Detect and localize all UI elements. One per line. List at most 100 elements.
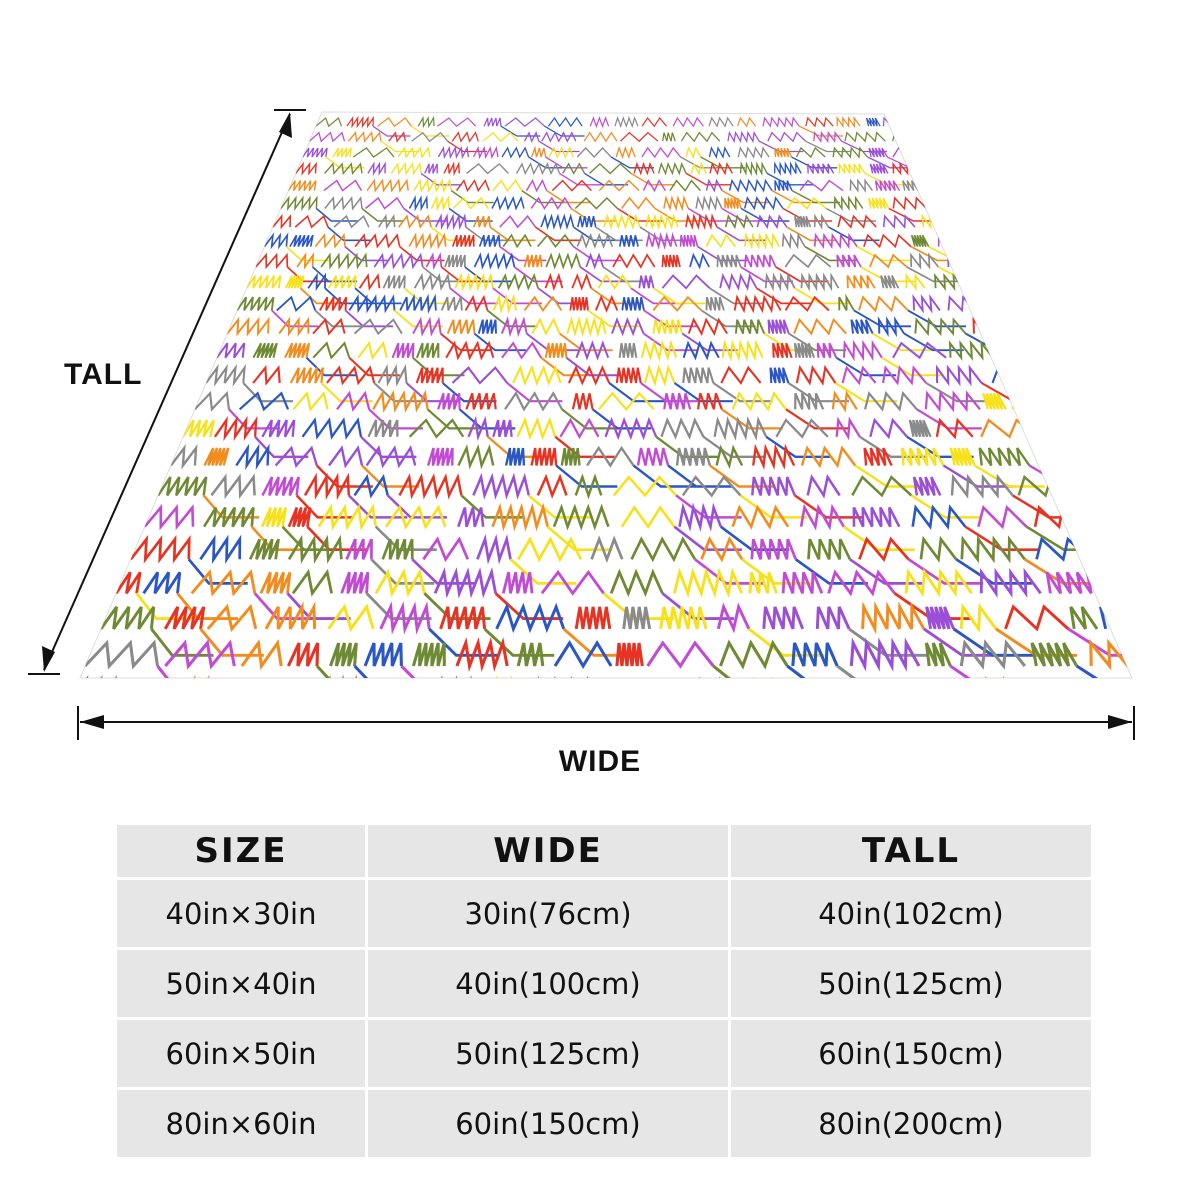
pattern-zigzag [285,681,311,705]
pattern-zigzag [791,642,839,667]
pattern-zigzag [882,365,927,386]
pattern-zigzag [560,447,581,466]
pattern-connector [361,207,404,222]
pattern-zigzag [869,253,908,269]
pattern-connector [906,266,962,283]
pattern-zigzag [562,162,586,175]
pattern-zigzag [762,606,805,630]
pattern-zigzag [353,318,403,336]
pattern-zigzag [597,273,632,290]
pattern-zigzag [583,131,618,143]
pattern-zigzag [911,504,967,530]
pattern-zigzag [388,131,407,143]
pattern-zigzag [1038,445,1092,469]
pattern-zigzag [589,116,610,128]
pattern-connector [579,266,630,283]
pattern-zigzag [880,275,900,289]
pattern-connector [372,125,411,137]
pattern-zigzag [799,179,844,192]
pattern-zigzag [719,272,758,291]
pattern-zigzag [523,254,543,268]
pattern-zigzag [772,342,793,359]
pattern-connector [825,207,877,222]
pattern-connector [927,705,1012,734]
pattern-connector [739,494,808,519]
pattern-zigzag [295,161,317,176]
pattern-zigzag [630,536,697,563]
header-tall: TALL [731,825,1091,877]
pattern-zigzag [348,294,396,314]
pattern-zigzag [621,196,656,210]
pattern-zigzag [781,232,806,250]
pattern-connector [632,464,697,488]
pattern-zigzag [345,538,373,560]
pattern-connector [517,705,592,734]
pattern-zigzag [621,297,645,311]
pattern-connector [709,287,763,305]
pattern-zigzag [612,253,656,269]
pattern-zigzag [949,447,976,467]
pattern-zigzag [713,416,768,441]
pattern-zigzag [372,389,429,413]
pattern-connector [907,558,984,585]
pattern-zigzag [661,274,711,290]
pattern-zigzag [895,681,927,705]
pattern-zigzag [866,117,881,127]
pattern-zigzag [752,443,796,470]
pattern-zigzag [598,391,655,411]
pattern-zigzag [904,568,973,598]
pattern-connector [513,266,563,283]
pattern-connector [596,705,673,734]
pattern-zigzag [882,116,924,128]
pattern-zigzag [566,316,607,338]
pattern-zigzag [472,145,499,160]
pattern-zigzag [399,293,437,315]
pattern-zigzag [501,571,534,594]
pattern-zigzag [199,534,242,564]
pattern-zigzag [302,147,328,158]
pattern-zigzag [814,681,846,705]
pattern-zigzag [831,390,858,413]
wide-dimension-arrow [77,706,1135,740]
pattern-zigzag [457,507,485,528]
pattern-connector [867,156,915,169]
pattern-zigzag [1045,571,1103,595]
pattern-zigzag [504,447,526,466]
pattern-zigzag [679,234,699,247]
pattern-connector [1150,629,1200,655]
pattern-zigzag [498,273,539,291]
pattern-connector [804,245,857,262]
pattern-zigzag [491,195,525,211]
pattern-zigzag [708,116,734,128]
pattern-zigzag [182,419,215,438]
pattern-zigzag [784,295,830,312]
pattern-zigzag [892,131,928,143]
size-cell: 40in×30in [117,880,365,947]
pattern-zigzag [767,319,790,334]
pattern-zigzag [869,163,889,174]
pattern-zigzag [377,364,408,387]
size-chart-table: SIZE WIDE TALL 40in×30in 30in(76cm) 40in… [114,822,1094,1160]
pattern-zigzag [682,340,720,361]
pattern-zigzag [681,475,742,498]
pattern-zigzag [892,196,927,211]
pattern-connector [430,226,476,242]
pattern-zigzag [476,534,512,565]
pattern-connector [927,140,975,153]
pattern-zigzag [642,179,667,193]
pattern-zigzag [705,178,723,193]
pattern-zigzag [618,343,638,358]
pattern-zigzag [924,642,952,667]
pattern-connector [400,664,472,678]
pattern-zigzag [719,639,789,670]
pattern-zigzag [157,476,208,497]
pattern-connector [386,494,448,519]
pattern-zigzag [451,366,509,385]
pattern-zigzag [358,273,381,291]
pattern-zigzag [303,472,351,500]
pattern-connector [673,382,733,403]
pattern-zigzag [661,254,681,268]
pattern-connector [856,245,910,262]
pattern-connector [348,356,400,377]
pattern-zigzag [720,365,762,385]
